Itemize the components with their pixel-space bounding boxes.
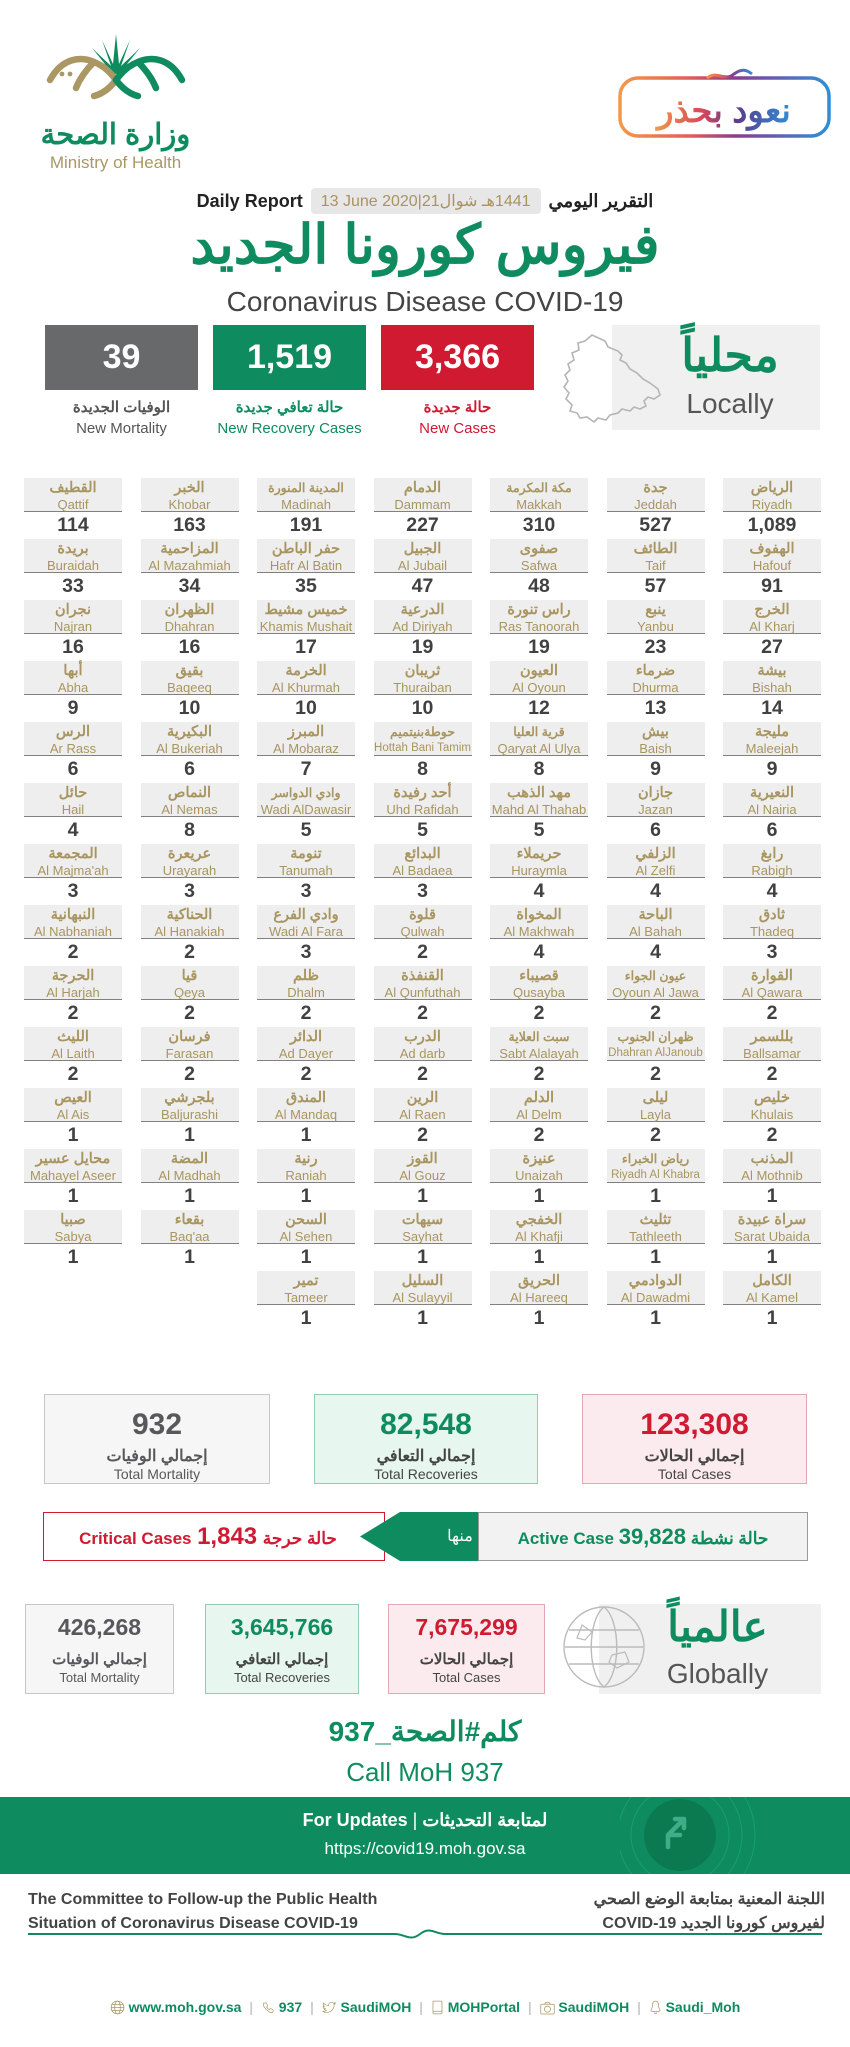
svg-text:نعود بحذر: نعود بحذر — [655, 92, 791, 131]
